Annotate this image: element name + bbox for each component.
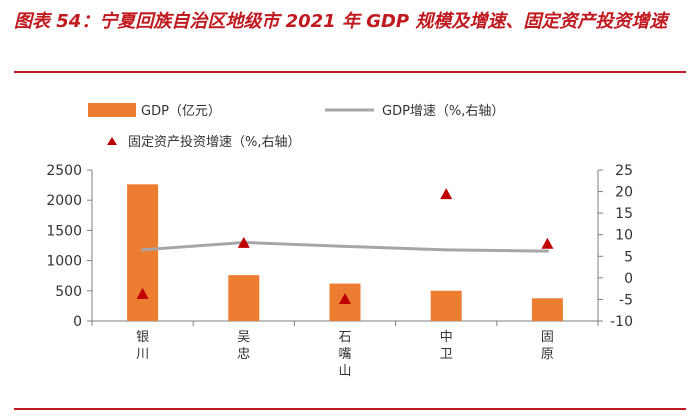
gdp-growth-point-中卫 <box>444 248 448 252</box>
investment-point-固原 <box>541 237 554 249</box>
x-axis-label-固原: 固原 <box>541 330 554 362</box>
x-axis-label-char: 忠 <box>237 347 250 362</box>
axes: 0 500 1000 1500 2000 2500 -10 -5 0 5 10 15 20 25 <box>46 163 633 330</box>
bar-吴忠 <box>228 275 260 321</box>
right-axis-tick-label: 5 <box>624 249 633 265</box>
x-axis-label-char: 卫 <box>440 347 453 362</box>
left-axis-tick-label: 2000 <box>46 193 82 209</box>
x-axis-label-char: 石 <box>338 330 351 345</box>
title-underline <box>14 71 686 73</box>
left-axis-tick-label: 1500 <box>46 223 82 239</box>
right-axis-tick-label: 20 <box>615 185 633 201</box>
x-axis-label-石嘴山: 石嘴山 <box>338 330 351 379</box>
investment-point-石嘴山 <box>339 292 351 304</box>
investment-point-吴忠 <box>237 236 250 248</box>
legend-label-gdp: GDP（亿元） <box>141 104 221 119</box>
x-axis-label-char: 中 <box>440 330 453 345</box>
investment-point-银川 <box>136 287 149 299</box>
x-axis-label-char: 川 <box>136 347 149 362</box>
bar-中卫 <box>430 290 462 321</box>
x-axis-label-char: 山 <box>338 364 351 379</box>
gdp-growth-point-固原 <box>545 249 549 253</box>
triangle-series <box>136 188 554 304</box>
right-axis-tick-label: 15 <box>615 206 633 222</box>
x-axis-label-吴忠: 吴忠 <box>237 330 250 362</box>
gdp-growth-point-石嘴山 <box>343 244 347 248</box>
line-series <box>141 240 549 253</box>
right-axis-tick-label: -10 <box>610 314 633 330</box>
left-axis-tick-label: 1000 <box>46 254 82 270</box>
right-axis-tick-label: 0 <box>624 271 633 287</box>
gdp-growth-point-银川 <box>141 248 145 252</box>
right-axis-tick-label: 25 <box>615 163 633 179</box>
right-axis-tick-label: -5 <box>619 292 633 308</box>
legend-swatch-investment <box>107 137 117 145</box>
x-axis-label-银川: 银川 <box>136 330 149 362</box>
chart-title: 图表 54：宁夏回族自治区地级市 2021 年 GDP 规模及增速、固定资产投资… <box>14 11 668 32</box>
x-axis-label-char: 银 <box>136 330 149 345</box>
legend-label-gdp-growth: GDP增速（%,右轴） <box>382 104 504 119</box>
x-axis-label-char: 嘴 <box>338 347 351 362</box>
x-axis-label-char: 固 <box>541 330 554 345</box>
investment-point-中卫 <box>440 188 453 200</box>
legend-label-investment: 固定资产投资增速（%,右轴） <box>128 134 301 150</box>
x-axis-label-中卫: 中卫 <box>440 330 453 362</box>
legend: GDP（亿元） GDP增速（%,右轴） 固定资产投资增速（%,右轴） <box>88 103 504 150</box>
left-axis-tick-label: 500 <box>55 284 82 300</box>
x-axis-label-char: 原 <box>541 347 554 362</box>
right-axis-tick-label: 10 <box>615 228 633 244</box>
left-axis-tick-label: 2500 <box>46 163 82 179</box>
bar-series <box>127 184 563 321</box>
x-axis-label-char: 吴 <box>237 330 250 345</box>
bottom-rule <box>14 408 686 410</box>
left-axis-tick-label: 0 <box>73 314 82 330</box>
x-axis-labels: 银川 吴忠 石嘴山 中卫 固原 <box>136 330 554 379</box>
legend-swatch-gdp <box>88 103 136 117</box>
bar-固原 <box>531 298 563 321</box>
bar-银川 <box>127 184 159 321</box>
